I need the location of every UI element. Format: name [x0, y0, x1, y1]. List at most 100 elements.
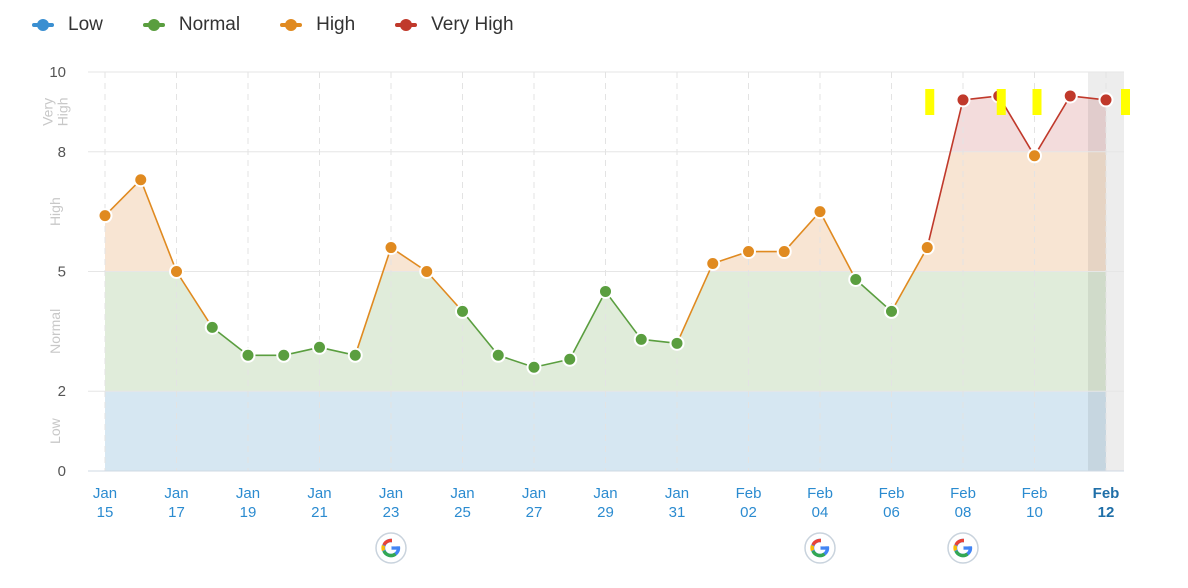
x-tick-label-day: 04	[812, 504, 829, 521]
data-point	[1098, 92, 1114, 108]
series-line-segment	[1033, 95, 1071, 157]
google-update-icon	[947, 532, 979, 564]
x-tick-label-day: 19	[240, 504, 257, 521]
legend-marker-icon	[32, 19, 54, 31]
x-tick-label-month: Jan	[236, 485, 260, 502]
x-tick-label-day: 02	[740, 504, 757, 521]
google-g-green	[811, 550, 826, 558]
data-point	[776, 244, 792, 260]
y-tick-label: 5	[58, 264, 66, 281]
highlight-marker	[925, 89, 935, 115]
google-update-icon	[375, 532, 407, 564]
legend-marker-icon	[142, 19, 165, 31]
data-point	[312, 339, 327, 355]
series-line-segment	[104, 179, 142, 217]
series-line-segment	[783, 211, 821, 253]
y-tick-label: 2	[58, 383, 66, 400]
legend-label: Very High	[431, 14, 514, 35]
legend-label: Normal	[178, 14, 241, 35]
x-tick-label-day: 17	[168, 504, 185, 521]
series-line-segment	[461, 310, 499, 356]
y-tick-label: 0	[58, 463, 66, 480]
data-point	[919, 240, 935, 256]
data-point	[97, 208, 113, 224]
data-point	[169, 264, 184, 279]
x-tick-label-day: 29	[597, 504, 614, 521]
data-point	[490, 347, 506, 363]
data-point	[812, 204, 828, 220]
google-g-green	[382, 550, 397, 558]
data-point	[884, 303, 899, 319]
google-g-bar	[963, 546, 971, 550]
data-point	[133, 172, 149, 188]
x-tick-label-day: 27	[526, 504, 543, 521]
x-tick-label-day: 06	[883, 504, 900, 521]
highlight-marker	[1032, 89, 1042, 115]
data-point	[705, 256, 721, 272]
x-tick-label-month: Jan	[164, 485, 188, 502]
zone-label: High	[47, 197, 63, 226]
x-tick-label-month: Feb	[879, 485, 905, 502]
data-point	[455, 303, 470, 319]
x-tick-label-month: Feb	[1093, 485, 1120, 502]
data-point	[276, 347, 292, 363]
data-point	[383, 240, 399, 256]
series-line-segment	[604, 290, 642, 340]
data-point	[1027, 148, 1042, 164]
series-line-segment	[426, 270, 464, 312]
data-point	[633, 331, 649, 347]
x-tick-label-month: Jan	[379, 485, 403, 502]
google-g-gap	[821, 538, 829, 547]
google-g-bar	[820, 546, 828, 550]
data-point	[204, 319, 220, 335]
data-point	[1062, 88, 1078, 104]
google-g-gap	[964, 538, 972, 547]
data-point	[955, 92, 971, 108]
series-line-segment	[676, 263, 714, 344]
x-tick-label-month: Jan	[522, 485, 546, 502]
data-point	[562, 351, 578, 367]
y-tick-label: 8	[58, 144, 66, 161]
series-line-segment	[175, 271, 213, 328]
google-g-green	[954, 550, 969, 558]
x-tick-label-day: 15	[97, 504, 114, 521]
legend-label: Low	[68, 14, 103, 35]
google-g-bar	[391, 546, 399, 550]
x-tick-label-day: 12	[1098, 504, 1115, 521]
legend-marker-icon	[280, 19, 303, 31]
legend-item-high[interactable]: High	[280, 14, 355, 36]
x-tick-label-month: Feb	[807, 485, 833, 502]
zone-label: Very	[40, 98, 56, 126]
x-tick-label-month: Jan	[93, 485, 117, 502]
x-tick-label-month: Jan	[450, 485, 474, 502]
series-line-segment	[855, 278, 893, 312]
highlight-marker	[1121, 89, 1130, 115]
x-tick-label-day: 23	[383, 504, 400, 521]
x-tick-label-month: Feb	[1022, 485, 1048, 502]
series-line-segment	[569, 291, 607, 360]
legend-item-normal[interactable]: Normal	[142, 14, 241, 36]
x-tick-label-month: Jan	[593, 485, 617, 502]
data-point	[598, 283, 613, 299]
legend-label: High	[316, 14, 356, 35]
data-point	[419, 264, 435, 279]
legend: Low Normal High Very High	[32, 14, 514, 36]
google-update-icon	[804, 532, 836, 564]
legend-item-low[interactable]: Low	[32, 14, 103, 36]
series-line-segment	[354, 247, 392, 356]
legend-marker-icon	[395, 19, 418, 31]
zone-label: High	[55, 98, 71, 127]
data-point	[848, 271, 864, 287]
data-point	[240, 347, 256, 363]
x-tick-label-month: Feb	[736, 485, 762, 502]
highlight-marker	[996, 89, 1006, 115]
x-tick-label-month: Feb	[950, 485, 976, 502]
data-point	[347, 347, 363, 363]
series-line-segment	[211, 326, 249, 356]
y-tick-label: 10	[49, 64, 66, 81]
google-g-gap	[392, 538, 400, 547]
legend-item-very-high[interactable]: Very High	[395, 14, 514, 36]
series-line-segment	[140, 179, 178, 272]
x-tick-label-month: Jan	[665, 485, 689, 502]
zone-label: Low	[47, 417, 63, 444]
